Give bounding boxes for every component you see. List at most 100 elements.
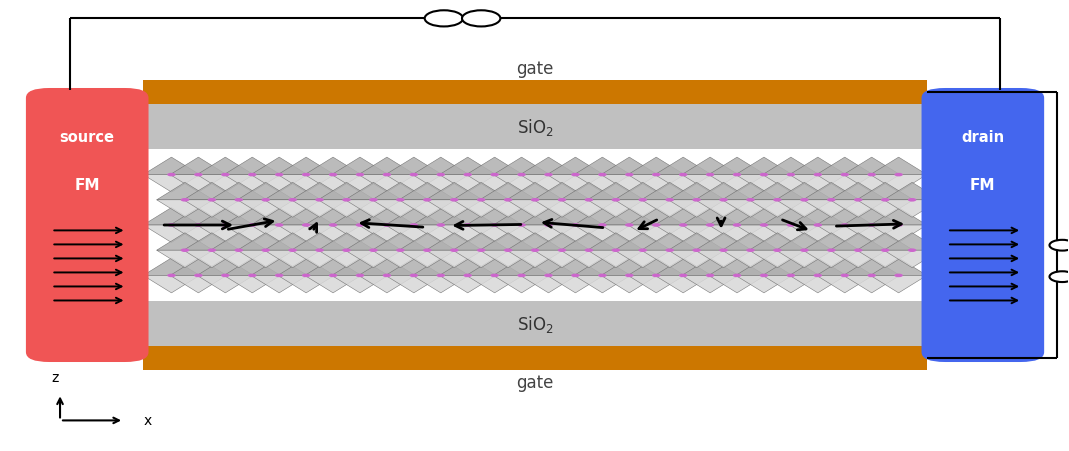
- Polygon shape: [493, 208, 549, 226]
- Circle shape: [760, 174, 769, 177]
- Polygon shape: [386, 226, 443, 243]
- Circle shape: [732, 224, 741, 227]
- Circle shape: [329, 174, 338, 177]
- Circle shape: [397, 249, 405, 253]
- Circle shape: [544, 174, 553, 177]
- Circle shape: [464, 174, 472, 177]
- Polygon shape: [264, 183, 321, 200]
- Circle shape: [652, 224, 661, 227]
- Circle shape: [706, 224, 714, 227]
- Polygon shape: [668, 200, 725, 218]
- Circle shape: [450, 249, 459, 253]
- Polygon shape: [521, 258, 577, 276]
- Polygon shape: [359, 208, 415, 226]
- Polygon shape: [413, 276, 469, 293]
- Circle shape: [585, 198, 593, 202]
- Polygon shape: [345, 200, 402, 218]
- Polygon shape: [857, 251, 913, 268]
- Polygon shape: [682, 208, 739, 226]
- Polygon shape: [776, 251, 833, 268]
- Polygon shape: [493, 226, 549, 243]
- Circle shape: [167, 224, 175, 227]
- Polygon shape: [399, 233, 455, 251]
- Polygon shape: [762, 175, 819, 193]
- Polygon shape: [466, 258, 523, 276]
- Polygon shape: [237, 233, 294, 251]
- Polygon shape: [574, 226, 631, 243]
- Circle shape: [450, 198, 459, 202]
- Polygon shape: [560, 200, 617, 218]
- Polygon shape: [843, 158, 900, 175]
- Circle shape: [369, 249, 377, 253]
- Polygon shape: [319, 183, 375, 200]
- Polygon shape: [264, 251, 321, 268]
- Polygon shape: [319, 200, 375, 218]
- Polygon shape: [305, 175, 361, 193]
- Circle shape: [881, 198, 889, 202]
- Circle shape: [275, 174, 283, 177]
- Polygon shape: [331, 175, 388, 193]
- Polygon shape: [547, 226, 604, 243]
- Polygon shape: [830, 233, 886, 251]
- Circle shape: [248, 274, 257, 277]
- Polygon shape: [709, 226, 765, 243]
- Polygon shape: [157, 233, 213, 251]
- Polygon shape: [615, 183, 671, 200]
- Polygon shape: [237, 251, 294, 268]
- Polygon shape: [870, 276, 927, 293]
- Polygon shape: [817, 175, 873, 193]
- Circle shape: [1050, 272, 1069, 282]
- Polygon shape: [157, 200, 213, 218]
- Polygon shape: [305, 258, 361, 276]
- Polygon shape: [386, 158, 443, 175]
- Polygon shape: [413, 226, 469, 243]
- Circle shape: [611, 249, 620, 253]
- Polygon shape: [843, 208, 900, 226]
- Polygon shape: [372, 251, 429, 268]
- Polygon shape: [790, 276, 846, 293]
- Polygon shape: [547, 258, 604, 276]
- Polygon shape: [533, 233, 590, 251]
- Circle shape: [544, 274, 553, 277]
- Polygon shape: [197, 158, 253, 175]
- Polygon shape: [547, 208, 604, 226]
- Polygon shape: [884, 183, 941, 200]
- Polygon shape: [493, 175, 549, 193]
- Polygon shape: [237, 200, 294, 218]
- Polygon shape: [655, 258, 711, 276]
- Polygon shape: [413, 208, 469, 226]
- Circle shape: [706, 274, 714, 277]
- Polygon shape: [709, 276, 765, 293]
- Circle shape: [638, 249, 647, 253]
- Circle shape: [424, 11, 463, 28]
- Polygon shape: [628, 276, 684, 293]
- Circle shape: [652, 174, 661, 177]
- Polygon shape: [560, 251, 617, 268]
- Polygon shape: [211, 200, 267, 218]
- Circle shape: [195, 174, 203, 177]
- Polygon shape: [170, 276, 227, 293]
- Polygon shape: [453, 200, 510, 218]
- Circle shape: [221, 174, 230, 177]
- Polygon shape: [588, 251, 645, 268]
- Circle shape: [544, 224, 553, 227]
- Circle shape: [598, 174, 606, 177]
- Polygon shape: [143, 158, 200, 175]
- Polygon shape: [331, 258, 388, 276]
- Circle shape: [760, 274, 769, 277]
- Circle shape: [234, 249, 243, 253]
- Polygon shape: [211, 251, 267, 268]
- Polygon shape: [399, 251, 455, 268]
- Circle shape: [221, 274, 230, 277]
- Polygon shape: [507, 183, 563, 200]
- Polygon shape: [251, 276, 308, 293]
- Polygon shape: [762, 158, 819, 175]
- Polygon shape: [735, 276, 792, 293]
- Circle shape: [638, 198, 647, 202]
- Polygon shape: [466, 226, 523, 243]
- Polygon shape: [211, 183, 267, 200]
- Bar: [143, 302, 927, 346]
- Polygon shape: [331, 276, 388, 293]
- Polygon shape: [574, 175, 631, 193]
- Polygon shape: [521, 158, 577, 175]
